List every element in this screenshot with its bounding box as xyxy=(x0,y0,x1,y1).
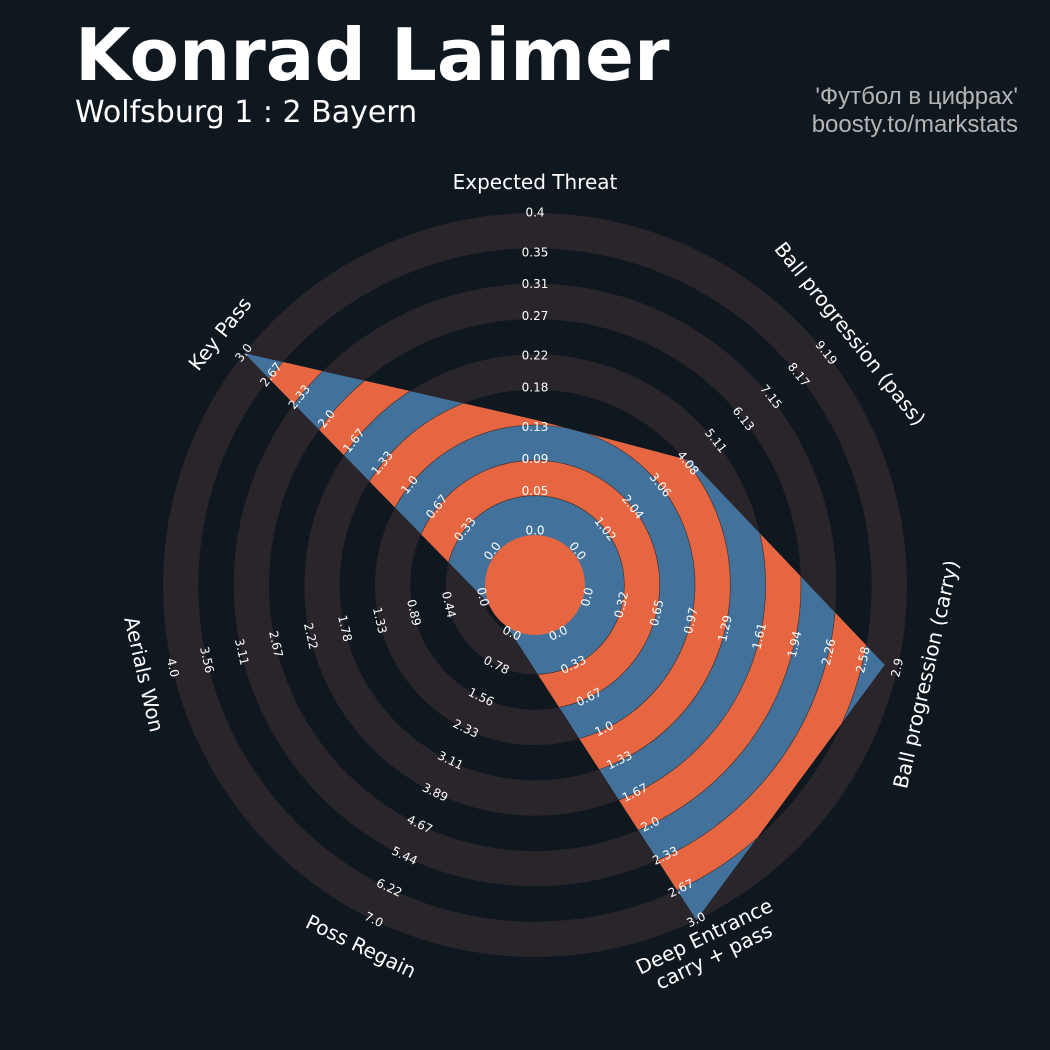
center-circle xyxy=(485,535,585,635)
tick-label: 1.33 xyxy=(370,606,390,635)
tick-label: 0.4 xyxy=(525,206,544,220)
tick-label: 0.0 xyxy=(474,586,492,608)
tick-label: 0.0 xyxy=(525,524,544,538)
tick-label: 0.97 xyxy=(681,606,701,635)
chart-title: Konrad Laimer xyxy=(75,13,670,97)
tick-label: 0.18 xyxy=(522,380,549,394)
tick-label: 3.11 xyxy=(232,637,252,666)
tick-label: 1.78 xyxy=(335,614,355,643)
tick-label: 2.26 xyxy=(819,637,839,666)
tick-label: 2.58 xyxy=(853,645,873,674)
tick-label: 0.05 xyxy=(522,484,549,498)
tick-label: 0.31 xyxy=(522,277,549,291)
tick-label: 2.67 xyxy=(266,630,286,659)
credit: 'Футбол в цифрах' xyxy=(815,83,1018,110)
tick-label: 0.09 xyxy=(522,452,549,466)
tick-label: 0.35 xyxy=(522,245,549,259)
tick-label: 0.32 xyxy=(612,590,632,619)
tick-label: 1.94 xyxy=(785,630,805,659)
tick-label: 0.22 xyxy=(522,349,549,363)
param-label: Expected Threat xyxy=(453,170,618,194)
credit: boosty.to/markstats xyxy=(812,111,1018,138)
radar-polygon xyxy=(244,353,885,921)
tick-label: 0.13 xyxy=(522,420,549,434)
tick-label: 4.0 xyxy=(164,657,182,679)
tick-label: 3.56 xyxy=(197,645,217,674)
tick-label: 1.29 xyxy=(715,614,735,643)
tick-label: 0.44 xyxy=(439,590,459,619)
tick-label: 1.61 xyxy=(749,622,769,651)
tick-label: 0.65 xyxy=(647,598,667,627)
tick-label: 0.89 xyxy=(404,598,424,627)
chart-subtitle: Wolfsburg 1 : 2 Bayern xyxy=(75,95,417,130)
tick-label: 2.22 xyxy=(301,622,321,651)
tick-label: 0.27 xyxy=(522,309,549,323)
tick-label: 0.0 xyxy=(578,586,596,608)
tick-label: 2.9 xyxy=(888,657,906,679)
